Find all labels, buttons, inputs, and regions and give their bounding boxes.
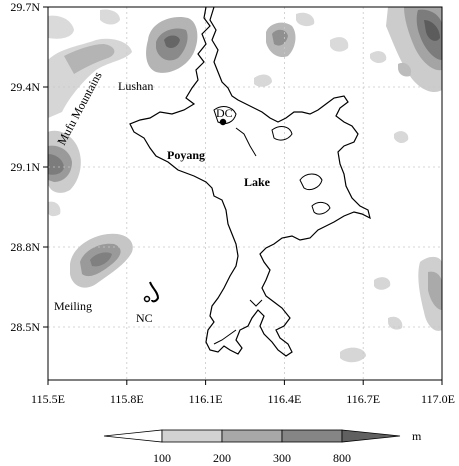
y-tick-label: 29.7N bbox=[10, 0, 40, 14]
label-nc: NC bbox=[136, 311, 153, 325]
axis-ticks bbox=[43, 6, 443, 385]
colorbar-segment-100-200 bbox=[161, 429, 223, 443]
colorbar-segment-200-300 bbox=[221, 429, 283, 443]
y-tick-label: 28.5N bbox=[10, 320, 40, 334]
label-dc: DC bbox=[216, 106, 233, 120]
y-tick-label: 29.1N bbox=[10, 160, 40, 174]
colorbar-unit: m bbox=[412, 429, 422, 443]
colorbar-level: 200 bbox=[213, 451, 231, 465]
elevation-colorbar bbox=[103, 429, 401, 443]
x-tick-label: 116.4E bbox=[267, 392, 301, 406]
x-tick-labels: 115.5E 115.8E 116.1E 116.4E 116.7E 117.0… bbox=[31, 392, 455, 406]
colorbar-level: 800 bbox=[333, 451, 351, 465]
label-lushan: Lushan bbox=[118, 79, 153, 93]
colorbar-level: 300 bbox=[273, 451, 291, 465]
x-tick-label: 117.0E bbox=[421, 392, 455, 406]
x-tick-label: 116.1E bbox=[189, 392, 223, 406]
nc-station-symbol bbox=[143, 281, 160, 303]
colorbar-segment-300-800 bbox=[281, 429, 343, 443]
dc-station-marker bbox=[219, 118, 227, 126]
x-tick-label: 116.7E bbox=[346, 392, 380, 406]
y-tick-labels: 29.7N 29.4N 29.1N 28.8N 28.5N bbox=[10, 0, 40, 334]
colorbar-segment-lt100 bbox=[103, 429, 163, 443]
x-tick-label: 115.8E bbox=[110, 392, 144, 406]
label-poyang: Poyang bbox=[167, 148, 205, 162]
label-lake: Lake bbox=[244, 175, 271, 189]
terrain-shading bbox=[48, 7, 442, 363]
label-meiling: Meiling bbox=[54, 299, 92, 313]
x-tick-label: 115.5E bbox=[31, 392, 65, 406]
graticule bbox=[48, 7, 442, 380]
colorbar-segment-gt800 bbox=[341, 429, 401, 443]
y-tick-label: 28.8N bbox=[10, 240, 40, 254]
colorbar-level: 100 bbox=[153, 451, 171, 465]
y-tick-label: 29.4N bbox=[10, 80, 40, 94]
map-frame bbox=[47, 6, 443, 381]
